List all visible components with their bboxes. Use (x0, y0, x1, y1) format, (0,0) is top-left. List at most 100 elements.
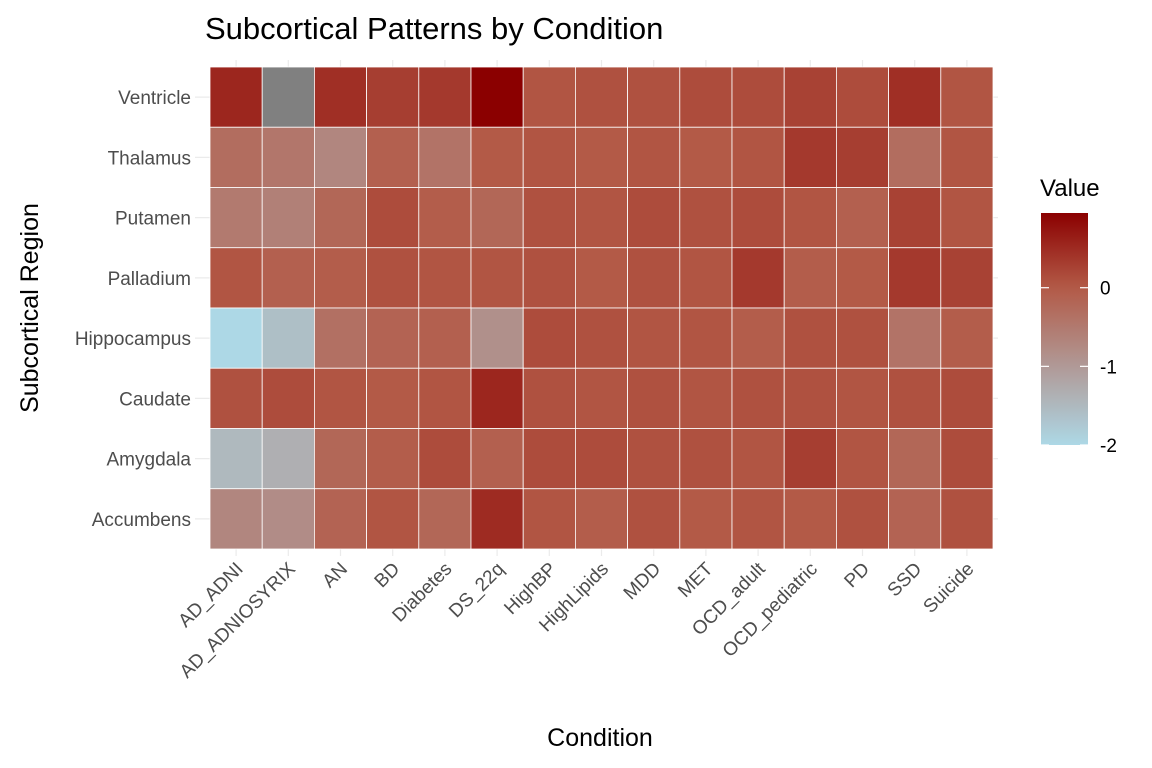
heatmap-cell (522, 126, 576, 188)
x-tick-label: OCD_pediatric (719, 559, 822, 662)
heatmap-cell (418, 247, 472, 309)
x-axis-title: Condition (547, 724, 653, 752)
heatmap-cell (209, 187, 263, 249)
heatmap-cell (836, 488, 890, 550)
heatmap-cell (731, 367, 785, 429)
heatmap-cell (209, 307, 263, 369)
heatmap-cell (418, 488, 472, 550)
heatmap-cell (209, 66, 263, 128)
heatmap-cell (313, 187, 367, 249)
heatmap-cell (366, 66, 420, 128)
heatmap-cell (575, 367, 629, 429)
heatmap-cell (522, 367, 576, 429)
heatmap-cell (209, 488, 263, 550)
heatmap-cell (313, 247, 367, 309)
heatmap-cell (522, 66, 576, 128)
legend-tick-label: -1 (1100, 357, 1117, 378)
heatmap-cell (888, 367, 942, 429)
heatmap-cell (888, 187, 942, 249)
heatmap-cell (209, 126, 263, 188)
legend-title: Value (1040, 175, 1100, 202)
heatmap-cell (731, 126, 785, 188)
heatmap-cell (575, 247, 629, 309)
heatmap-cell (313, 367, 367, 429)
heatmap-cell (575, 126, 629, 188)
heatmap-cell (366, 187, 420, 249)
legend-tick-label: -2 (1100, 436, 1117, 457)
heatmap-cell (261, 247, 315, 309)
heatmap-cell (575, 307, 629, 369)
heatmap-cell (313, 428, 367, 490)
x-tick-label: AN (319, 559, 353, 593)
heatmap-cell (836, 66, 890, 128)
heatmap-cell (627, 367, 681, 429)
heatmap-cell (836, 307, 890, 369)
heatmap-cell (679, 126, 733, 188)
heatmap-cell (940, 126, 994, 188)
x-tick-label: PD (841, 559, 875, 593)
heatmap-cell (731, 247, 785, 309)
heatmap-cell (679, 247, 733, 309)
heatmap-cell (261, 367, 315, 429)
y-tick-label: Putamen (115, 209, 191, 230)
heatmap-cell (940, 488, 994, 550)
heatmap-cell (313, 126, 367, 188)
heatmap-cell (522, 428, 576, 490)
heatmap-cell (366, 428, 420, 490)
heatmap-cell (575, 66, 629, 128)
x-tick-label: Suicide (920, 559, 979, 618)
heatmap-cell (783, 66, 837, 128)
heatmap-cell (470, 126, 524, 188)
heatmap-tiles (209, 66, 994, 550)
heatmap-cell (313, 488, 367, 550)
heatmap-cell (679, 428, 733, 490)
heatmap-cell (940, 187, 994, 249)
x-tick-label: SSD (884, 559, 926, 601)
heatmap-cell (836, 247, 890, 309)
heatmap-cell (261, 126, 315, 188)
heatmap-cell (366, 247, 420, 309)
heatmap-cell (418, 428, 472, 490)
heatmap-cell (888, 488, 942, 550)
x-tick-label: BD (371, 559, 405, 593)
heatmap-cell (261, 488, 315, 550)
heatmap-cell (418, 126, 472, 188)
heatmap-cell (679, 187, 733, 249)
heatmap-cell (470, 307, 524, 369)
heatmap-cell (627, 66, 681, 128)
heatmap-cell (627, 187, 681, 249)
heatmap-cell (470, 187, 524, 249)
y-axis-title: Subcortical Region (16, 203, 44, 413)
heatmap-cell (575, 428, 629, 490)
heatmap-cell (731, 307, 785, 369)
y-tick-label: Caudate (119, 389, 191, 410)
heatmap-cell (783, 307, 837, 369)
y-tick-labels: Ventricle Thalamus Putamen Palladium Hippoca… (75, 88, 192, 531)
heatmap-cell (470, 247, 524, 309)
y-tick-label: Ventricle (118, 88, 191, 109)
heatmap-cell (418, 367, 472, 429)
color-legend: Value 0 -1 -2 (1040, 175, 1117, 457)
heatmap-cell (836, 187, 890, 249)
heatmap-cell (575, 187, 629, 249)
heatmap-cell (261, 66, 315, 128)
heatmap-cell (783, 247, 837, 309)
heatmap-cell (627, 247, 681, 309)
heatmap-cell (522, 488, 576, 550)
heatmap-cell (940, 247, 994, 309)
heatmap-cell (783, 488, 837, 550)
heatmap-cell (261, 428, 315, 490)
heatmap-cell (418, 187, 472, 249)
heatmap-cell (418, 307, 472, 369)
heatmap-cell (731, 488, 785, 550)
heatmap-cell (470, 428, 524, 490)
y-tick-label: Thalamus (108, 148, 191, 169)
heatmap-cell (522, 307, 576, 369)
heatmap-cell (783, 367, 837, 429)
heatmap-cell (261, 187, 315, 249)
heatmap-cell (366, 307, 420, 369)
heatmap-cell (522, 187, 576, 249)
heatmap-cell (470, 66, 524, 128)
heatmap-cell (940, 66, 994, 128)
heatmap-cell (888, 307, 942, 369)
